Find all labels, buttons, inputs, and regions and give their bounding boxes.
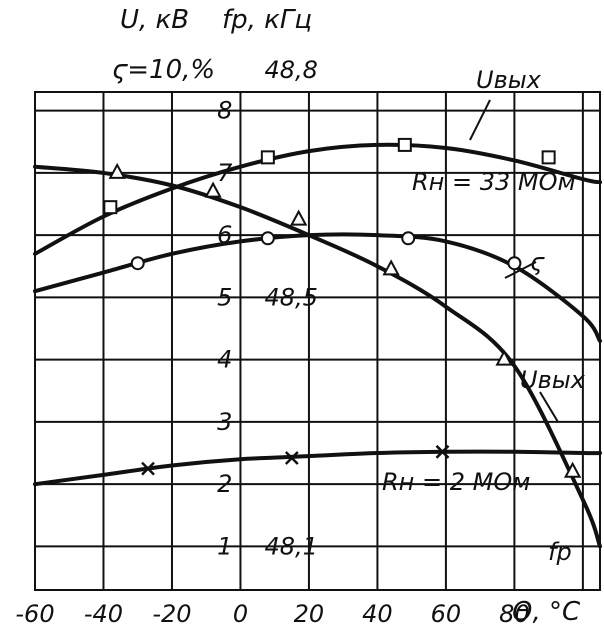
y-tick-label: 1 <box>217 532 232 560</box>
marker-square <box>103 200 118 215</box>
curves <box>33 142 602 549</box>
leader-lines <box>469 99 559 423</box>
curve-uvyh-2 <box>33 449 602 487</box>
marker-triangle <box>495 349 513 366</box>
marker-triangle <box>563 461 582 478</box>
x-tick-label: -60 <box>15 600 54 628</box>
inner-tick-label: 48,1 <box>264 532 317 560</box>
grid <box>34 91 601 591</box>
y-axis-title: U, кВ <box>120 5 189 35</box>
marker-cross <box>284 451 299 465</box>
x-tick-label: 20 <box>294 600 325 628</box>
series-label-uvyh-33: Uвых <box>476 66 542 94</box>
marker-circle <box>401 231 416 246</box>
annotation-rn-33: Rн = 33 МОм <box>412 168 576 196</box>
y-tick-label: 6 <box>217 221 232 249</box>
y-tick-label: 4 <box>217 346 232 374</box>
series-label-fp: fp <box>548 538 572 566</box>
x-tick-label: 40 <box>362 600 393 628</box>
y-tick-labels: 1 2 3 4 5 6 7 8 <box>217 97 233 561</box>
x-tick-label: 0 <box>233 600 248 628</box>
marker-cross <box>435 444 450 459</box>
marker-square <box>260 150 275 165</box>
leader-uvyh-2 <box>539 391 559 423</box>
y-tick-label: 5 <box>217 283 232 311</box>
inner-tick-labels: 48,1 48,5 48,8 <box>264 56 317 560</box>
marker-square <box>397 137 412 152</box>
series-label-sigma: ϛ <box>530 248 545 276</box>
marker-cross-stroke <box>435 444 450 459</box>
y-tick-label: 8 <box>217 97 232 125</box>
curve-fp <box>33 164 602 549</box>
y-axis-title-secondary: ϛ=10,% <box>112 55 215 85</box>
x-tick-label: -20 <box>152 600 191 628</box>
marker-triangle <box>204 181 222 198</box>
marker-circle <box>260 231 275 246</box>
x-axis-title: Θ, °C <box>512 597 581 627</box>
y-tick-label: 7 <box>217 159 233 187</box>
x-tick-label: -40 <box>84 600 123 628</box>
x-tick-label: 60 <box>431 600 462 628</box>
series-label-uvyh-2: Uвых <box>520 366 586 394</box>
marker-triangle <box>289 209 308 226</box>
marker-cross-stroke <box>284 451 299 465</box>
x-tick-label: 80 <box>499 600 530 628</box>
y-tick-label: 2 <box>217 470 232 498</box>
inner-tick-label: 48,8 <box>264 56 317 84</box>
marker-cross-stroke <box>141 461 155 476</box>
marker-square <box>541 150 556 165</box>
marker-circle <box>130 256 145 271</box>
marker-triangle <box>108 162 126 179</box>
leader-sigma <box>504 261 537 279</box>
inner-tick-label: 48,5 <box>264 283 317 311</box>
inner-axis-title: fp, кГц <box>222 5 312 35</box>
y-tick-label: 3 <box>217 408 232 436</box>
markers <box>103 137 582 478</box>
curve-uvyh-33 <box>33 142 602 256</box>
annotation-rn-2: Rн = 2 МОм <box>382 468 530 496</box>
marker-cross <box>141 461 155 476</box>
marker-circle <box>507 256 522 271</box>
leader-uvyh-33 <box>469 99 491 141</box>
marker-triangle <box>382 259 400 276</box>
x-tick-labels: -60 -40 -20 0 20 40 60 80 <box>15 600 529 628</box>
